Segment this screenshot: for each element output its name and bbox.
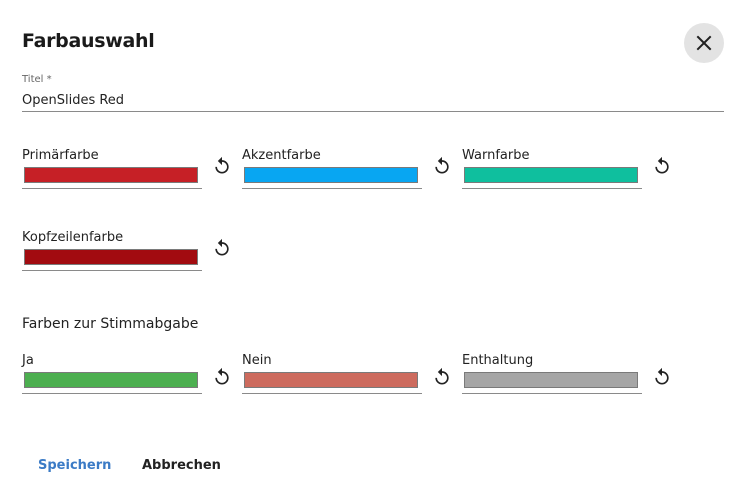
color-field-label: Warnfarbe xyxy=(462,148,530,163)
reset-button[interactable] xyxy=(430,365,454,389)
close-icon xyxy=(696,35,712,51)
field-underline xyxy=(462,188,642,189)
color-field-label: Kopfzeilenfarbe xyxy=(22,230,124,245)
reset-icon xyxy=(215,156,229,174)
reset-icon xyxy=(215,238,229,256)
color-swatch[interactable] xyxy=(244,372,418,388)
field-underline xyxy=(242,188,422,189)
color-swatch[interactable] xyxy=(464,372,638,388)
reset-icon xyxy=(215,367,229,385)
color-field-label: Ja xyxy=(22,353,34,368)
reset-icon xyxy=(435,367,449,385)
field-underline xyxy=(22,393,202,394)
close-button[interactable] xyxy=(684,23,724,63)
reset-button[interactable] xyxy=(650,154,674,178)
save-button[interactable]: Speichern xyxy=(38,458,112,473)
color-field-label: Primärfarbe xyxy=(22,148,99,163)
reset-icon xyxy=(435,156,449,174)
title-input[interactable] xyxy=(22,90,724,112)
title-field-label: Titel * xyxy=(22,74,52,85)
vote-colors-heading: Farben zur Stimmabgabe xyxy=(22,316,199,332)
cancel-button[interactable]: Abbrechen xyxy=(142,458,221,473)
color-swatch[interactable] xyxy=(24,249,198,265)
reset-button[interactable] xyxy=(430,154,454,178)
field-underline xyxy=(462,393,642,394)
reset-button[interactable] xyxy=(210,236,234,260)
color-swatch[interactable] xyxy=(24,167,198,183)
reset-button[interactable] xyxy=(210,365,234,389)
field-underline xyxy=(22,270,202,271)
color-field-label: Nein xyxy=(242,353,272,368)
reset-icon xyxy=(655,156,669,174)
color-swatch[interactable] xyxy=(244,167,418,183)
reset-icon xyxy=(655,367,669,385)
color-field-label: Akzentfarbe xyxy=(242,148,321,163)
reset-button[interactable] xyxy=(210,154,234,178)
reset-button[interactable] xyxy=(650,365,674,389)
field-underline xyxy=(242,393,422,394)
dialog-title: Farbauswahl xyxy=(22,30,155,52)
color-swatch[interactable] xyxy=(24,372,198,388)
color-field-label: Enthaltung xyxy=(462,353,534,368)
field-underline xyxy=(22,188,202,189)
color-swatch[interactable] xyxy=(464,167,638,183)
